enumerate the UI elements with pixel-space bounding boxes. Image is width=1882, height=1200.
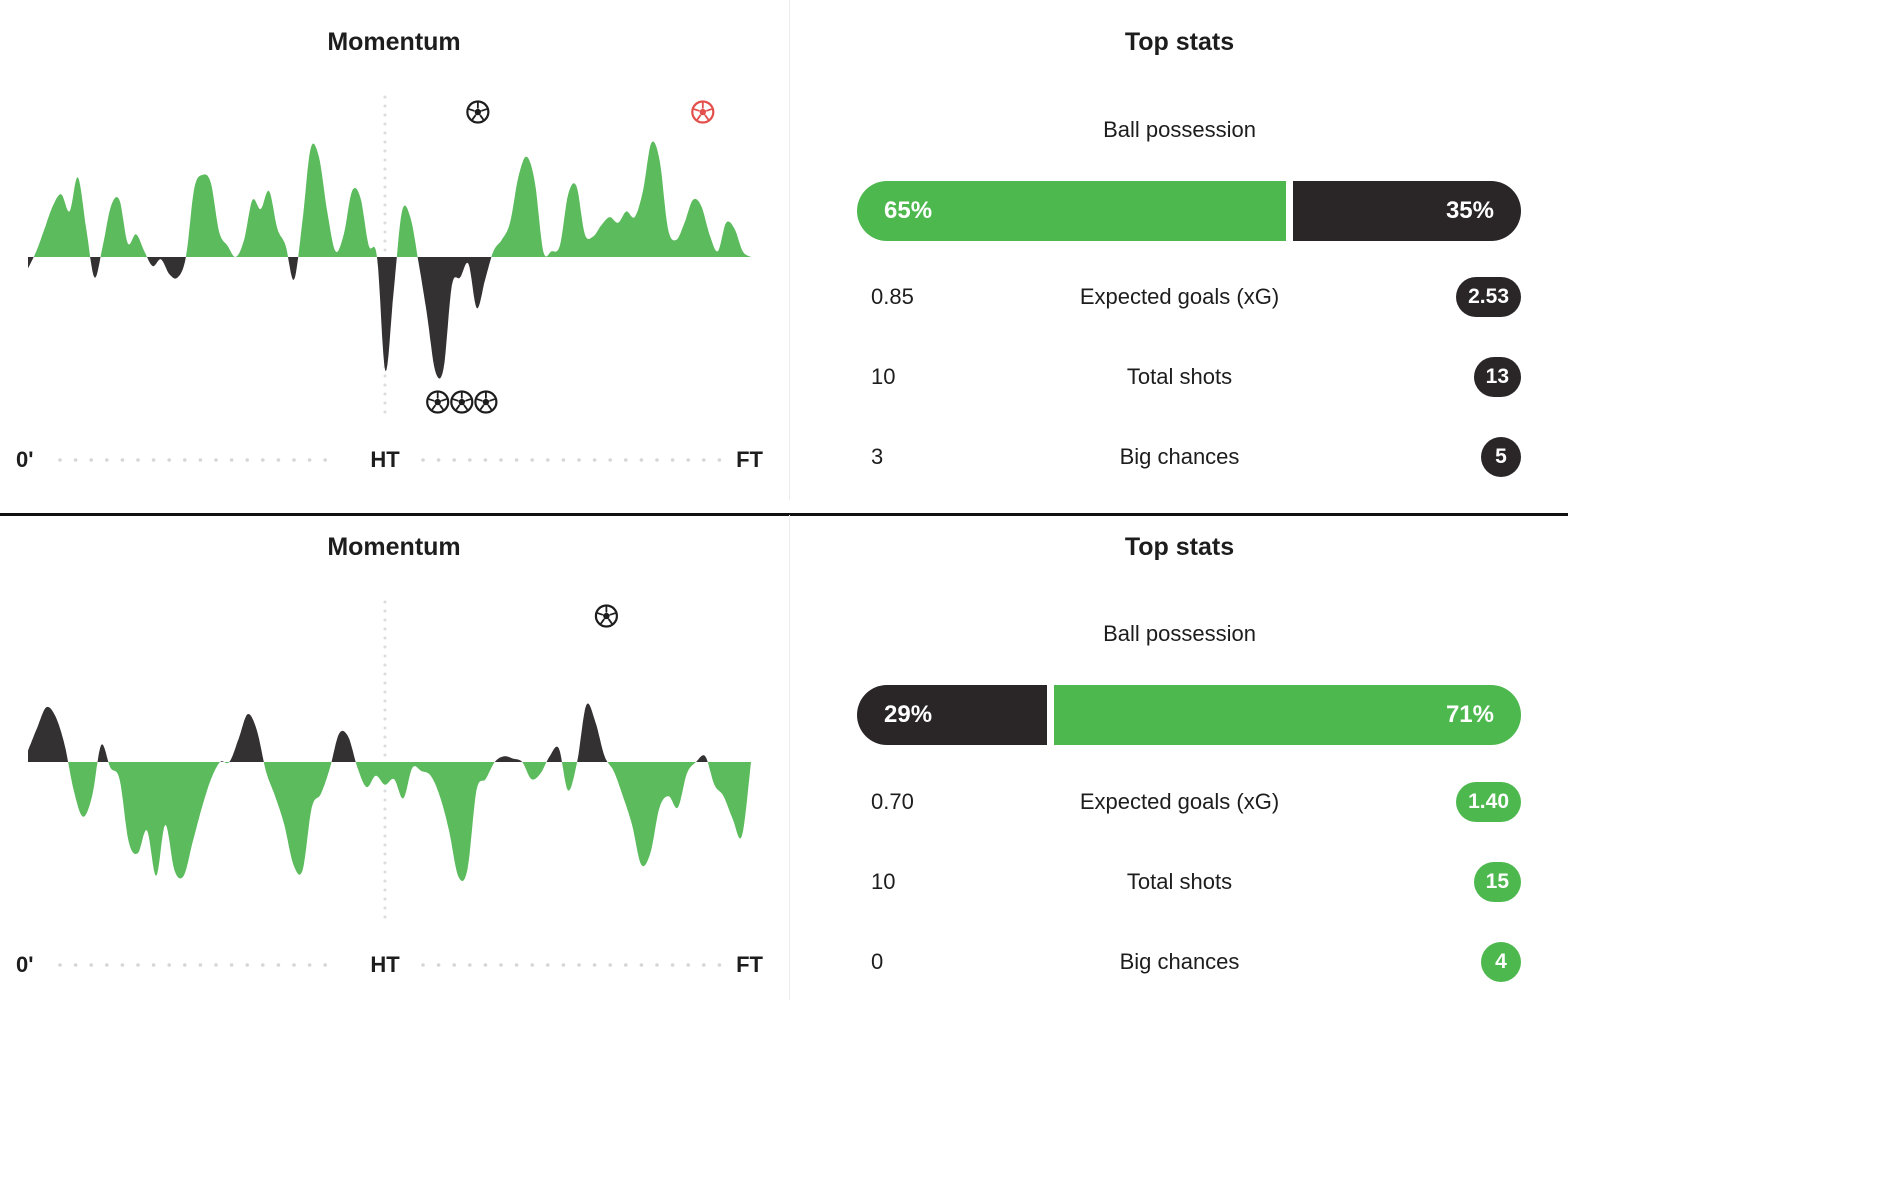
momentum-area-home: [28, 141, 751, 257]
stat-label: Big chances: [1119, 444, 1240, 469]
momentum-area-home: [28, 703, 751, 762]
momentum-area-away: [28, 257, 751, 379]
axis-label-half-time: HT: [370, 447, 400, 472]
stat-home-value: 0.85: [871, 284, 914, 309]
stat-home-value: 10: [871, 364, 896, 389]
ball-possession-label: Ball possession: [1103, 621, 1256, 646]
match-panel-2: Momentum 0' HT FT Top stats Ball possess…: [0, 515, 1568, 1000]
top-stats-section: Top stats Ball possession 65% 35% 0.85 E…: [789, 0, 1569, 500]
goal-ball-icon: [426, 390, 450, 414]
stat-row-big-chances: 3 Big chances 5: [790, 437, 1569, 477]
top-stats-section: Top stats Ball possession 29% 71% 0.70 E…: [789, 515, 1569, 1000]
momentum-area-away: [28, 762, 751, 881]
possession-away-value: 71%: [1445, 701, 1494, 728]
possession-home-value: 65%: [884, 197, 933, 224]
possession-bar-home: 29%: [857, 685, 1047, 745]
momentum-axis: 0' HT FT: [16, 447, 764, 472]
axis-dots: [58, 458, 722, 462]
momentum-chart: 0' HT FT: [16, 600, 764, 977]
stat-row-total-shots: 10 Total shots 13: [790, 357, 1569, 397]
momentum-section: Momentum 0' HT FT: [0, 515, 788, 1000]
axis-label-full-time: FT: [736, 952, 763, 977]
momentum-title: Momentum: [327, 533, 461, 561]
stat-away-badge: 15: [1473, 862, 1521, 902]
stat-away-badge: 4: [1481, 942, 1521, 982]
stat-row-expected-goals: 0.85 Expected goals (xG) 2.53: [790, 277, 1569, 317]
axis-label-half-time: HT: [370, 952, 400, 977]
axis-label-start: 0': [16, 447, 33, 472]
momentum-chart: 0' HT FT: [16, 95, 764, 472]
possession-bar-away: 35%: [1293, 181, 1521, 241]
stat-home-value: 0.70: [871, 789, 914, 814]
stat-home-value: 3: [871, 444, 884, 469]
match-panel-1: Momentum 0' HT FT Top stats Ball possess…: [0, 0, 1568, 500]
stat-label: Total shots: [1126, 869, 1233, 894]
momentum-axis: 0' HT FT: [16, 952, 764, 977]
own-goal-icon: [691, 100, 715, 124]
stat-away-badge: 5: [1481, 437, 1521, 477]
ball-possession-label: Ball possession: [1103, 117, 1256, 142]
possession-home-value: 29%: [884, 701, 933, 728]
possession-bar-home: 65%: [857, 181, 1286, 241]
panel-divider: [0, 513, 1568, 516]
stat-row-total-shots: 10 Total shots 15: [790, 862, 1569, 902]
stat-row-expected-goals: 0.70 Expected goals (xG) 1.40: [790, 782, 1569, 822]
momentum-title: Momentum: [327, 28, 461, 56]
stat-home-value: 0: [871, 949, 884, 974]
goal-ball-icon: [474, 390, 498, 414]
stat-away-badge: 2.53: [1456, 277, 1521, 317]
stat-label: Big chances: [1119, 949, 1240, 974]
axis-label-full-time: FT: [736, 447, 763, 472]
goal-ball-icon: [594, 604, 619, 628]
axis-label-start: 0': [16, 952, 33, 977]
half-time-line: [383, 600, 387, 919]
stat-away-badge: 13: [1473, 357, 1521, 397]
stat-label: Expected goals (xG): [1079, 284, 1280, 309]
stat-away-badge: 1.40: [1456, 782, 1521, 822]
possession-bar-away: 71%: [1054, 685, 1521, 745]
goal-ball-icon: [450, 390, 474, 414]
stat-home-value: 10: [871, 869, 896, 894]
stat-label: Total shots: [1126, 364, 1233, 389]
top-stats-title: Top stats: [1124, 28, 1235, 56]
stat-row-big-chances: 0 Big chances 4: [790, 942, 1569, 982]
stat-label: Expected goals (xG): [1079, 789, 1280, 814]
top-stats-title: Top stats: [1124, 533, 1235, 561]
goal-ball-icon: [466, 100, 490, 124]
axis-dots: [58, 963, 722, 967]
possession-away-value: 35%: [1445, 197, 1494, 224]
momentum-section: Momentum 0' HT FT: [0, 0, 788, 500]
